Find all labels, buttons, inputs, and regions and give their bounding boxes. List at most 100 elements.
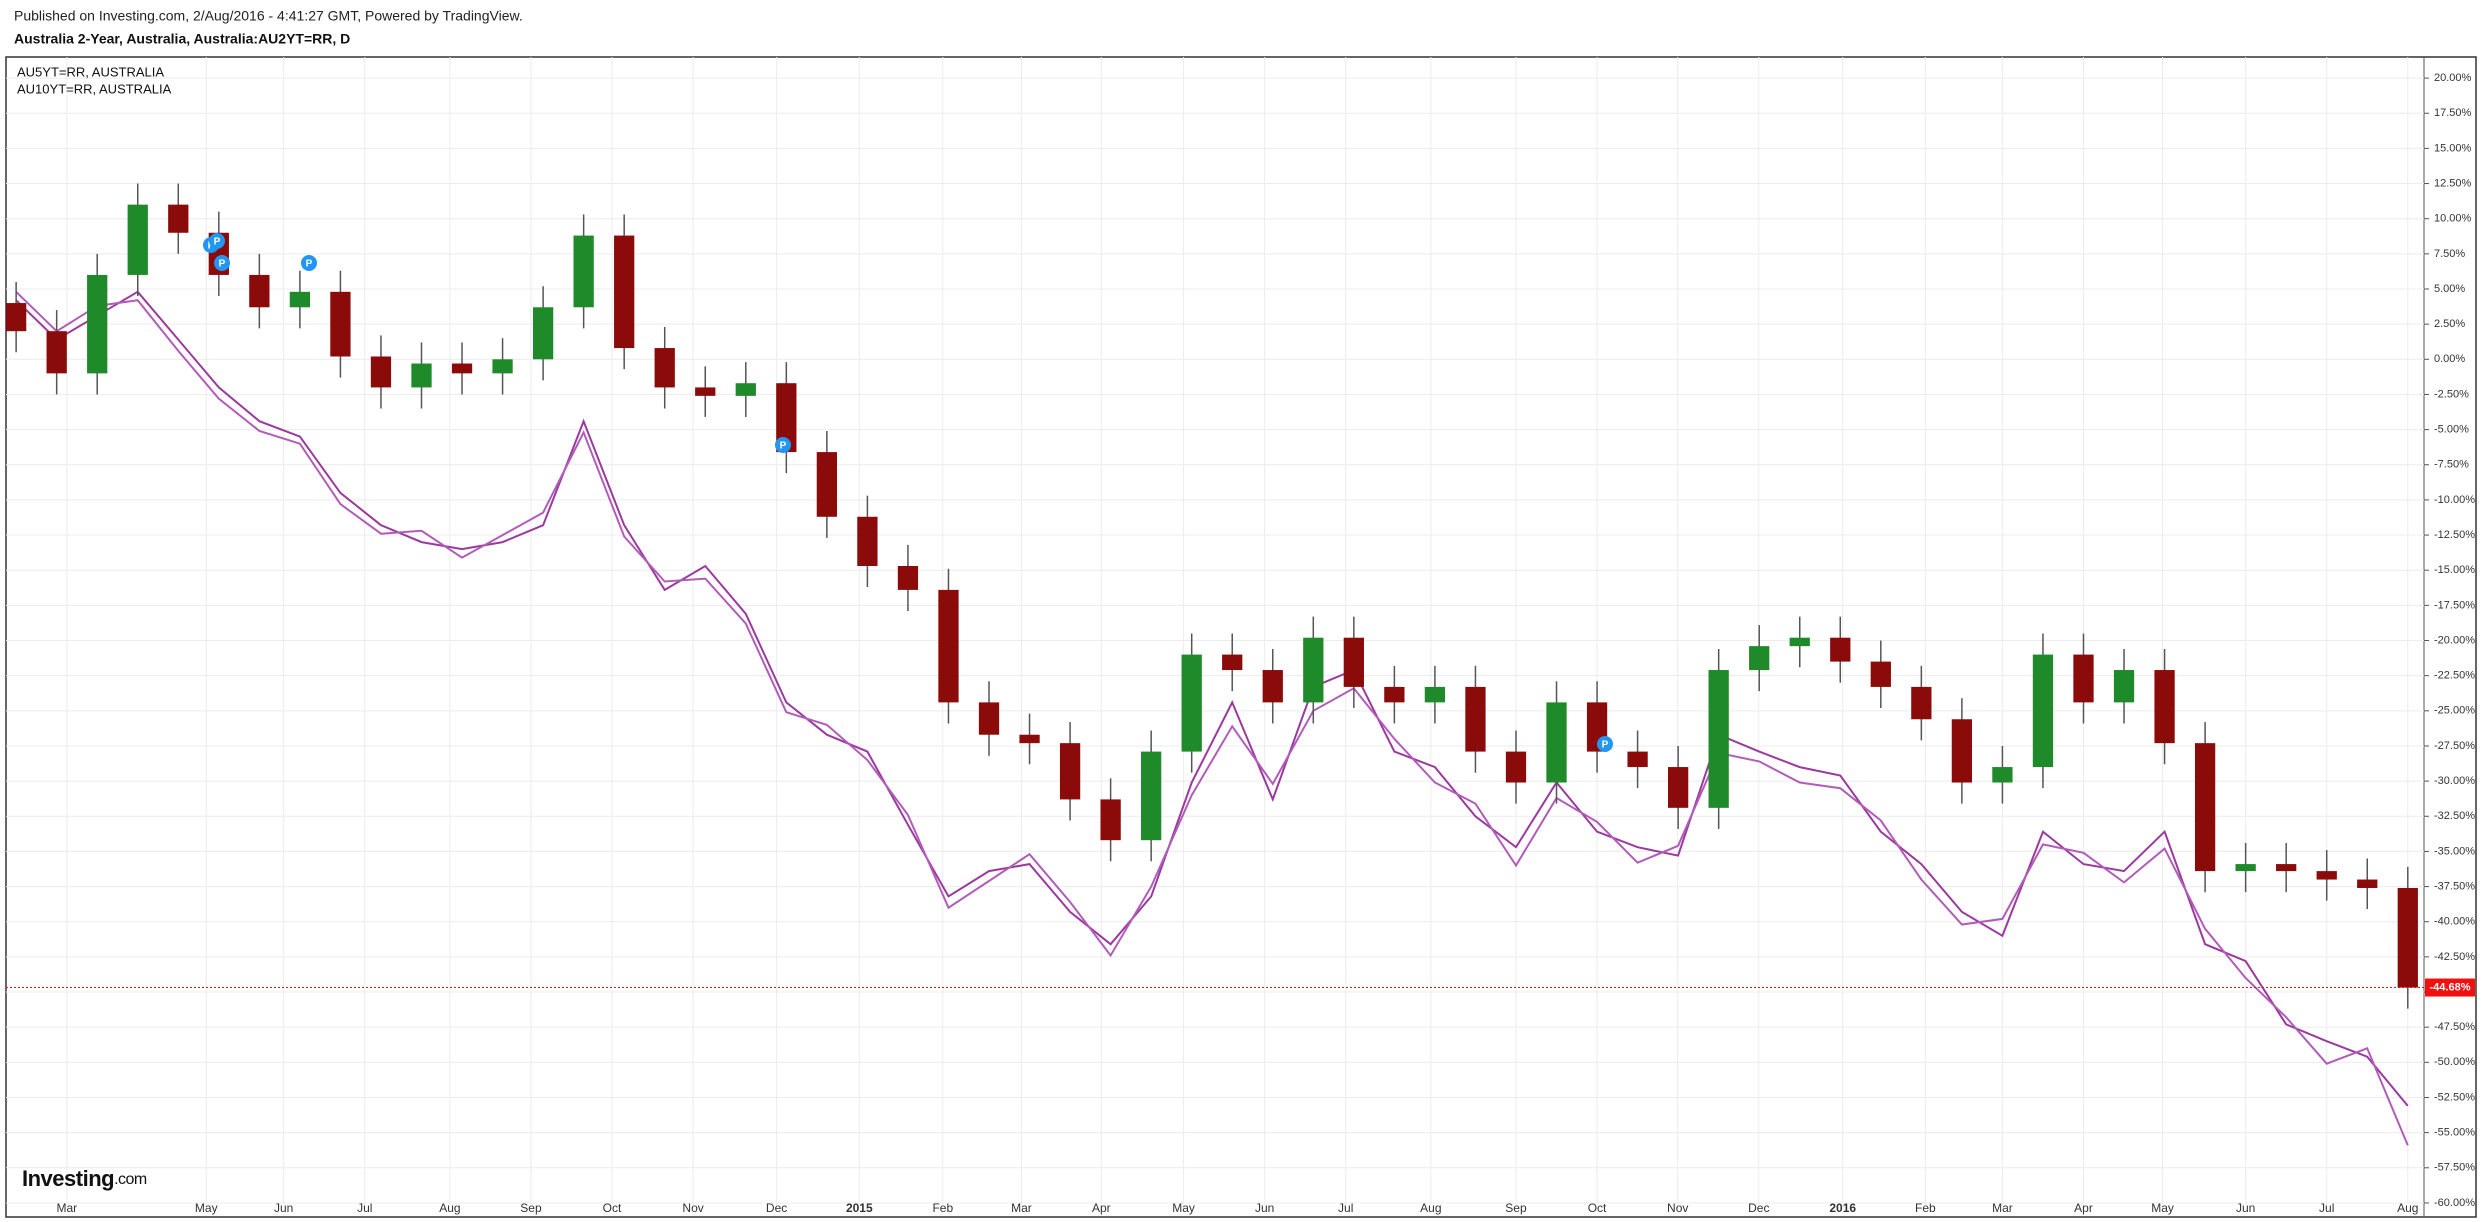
y-tick-label: -40.00% <box>2434 916 2475 928</box>
y-tick-label: -30.00% <box>2434 775 2475 787</box>
candle-body <box>1708 670 1729 808</box>
candle-body <box>127 204 148 275</box>
y-tick-label: -35.00% <box>2434 845 2475 857</box>
candle-body <box>1384 686 1405 703</box>
y-tick-label: -42.50% <box>2434 951 2475 963</box>
candle-body <box>532 307 554 360</box>
x-tick-label: Oct <box>603 1201 622 1215</box>
y-tick-label: -60.00% <box>2434 1197 2475 1209</box>
candle-body <box>1951 719 1973 783</box>
legend-entry: AU10YT=RR, AUSTRALIA <box>17 81 172 96</box>
candle-body <box>1627 751 1648 768</box>
candle-body <box>1262 670 1283 703</box>
y-tick-label: 10.00% <box>2434 213 2472 225</box>
x-tick-label: Nov <box>1667 1201 1688 1215</box>
event-marker <box>775 437 791 453</box>
candle-body <box>938 589 959 703</box>
candle-body <box>695 387 716 396</box>
candle-body <box>330 291 351 357</box>
candle-body <box>2397 887 2418 988</box>
candle-body <box>492 359 513 374</box>
x-tick-label: Aug <box>2397 1201 2418 1215</box>
x-tick-label: Jul <box>1338 1201 1353 1215</box>
event-marker <box>301 255 317 271</box>
candle-body <box>289 291 311 308</box>
event-marker <box>1597 736 1613 752</box>
y-tick-label: -20.00% <box>2434 634 2475 646</box>
candle-body <box>451 363 473 374</box>
candle-body <box>2073 654 2094 703</box>
y-tick-label: -27.50% <box>2434 740 2475 752</box>
logo-name: Investing <box>22 1166 114 1191</box>
candle-body <box>978 702 1000 735</box>
y-tick-label: -2.50% <box>2434 388 2469 400</box>
y-tick-label: 20.00% <box>2434 72 2472 84</box>
logo: Investing.com <box>22 1166 147 1191</box>
candle-body <box>2276 864 2297 872</box>
candle-body <box>1667 767 1689 808</box>
candle-body <box>573 235 594 308</box>
candle-body <box>168 204 189 233</box>
x-tick-label: Nov <box>682 1201 703 1215</box>
candle-body <box>776 383 797 453</box>
y-tick-label: 17.50% <box>2434 107 2472 119</box>
x-tick-label: Apr <box>2074 1201 2093 1215</box>
candle-body <box>654 348 675 388</box>
y-tick-label: 7.50% <box>2434 248 2465 260</box>
y-tick-label: -15.00% <box>2434 564 2475 576</box>
frame <box>5 56 2477 1218</box>
y-tick-label: 2.50% <box>2434 318 2465 330</box>
x-tick-label: 2015 <box>846 1201 873 1215</box>
x-tick-label: 2016 <box>1829 1201 1856 1215</box>
x-tick-label: Dec <box>766 1201 787 1215</box>
candle-body <box>1303 637 1324 703</box>
y-tick-label: 12.50% <box>2434 177 2472 189</box>
candle-body <box>2357 879 2378 888</box>
x-tick-label: Oct <box>1588 1201 1607 1215</box>
x-tick-label: Dec <box>1748 1201 1769 1215</box>
candle-body <box>1100 799 1121 841</box>
y-tick-label: 5.00% <box>2434 283 2465 295</box>
candle-body <box>2235 864 2256 872</box>
candle-body <box>2316 871 2337 880</box>
candle-body <box>1343 637 1364 687</box>
candle-body <box>1911 686 1932 720</box>
candle-body <box>1019 734 1040 744</box>
logo-suffix: .com <box>114 1171 147 1188</box>
event-marker-label: P <box>1602 740 1609 751</box>
y-tick-label: -12.50% <box>2434 529 2475 541</box>
last-price-label: -44.68% <box>2430 981 2471 993</box>
y-tick-label: -50.00% <box>2434 1056 2475 1068</box>
x-tick-label: Apr <box>1092 1201 1111 1215</box>
candle-body <box>1992 767 2013 783</box>
candle-body <box>1141 751 1162 841</box>
candle-body <box>411 363 432 388</box>
candle-body <box>897 565 919 590</box>
y-tick-label: -5.00% <box>2434 424 2469 436</box>
candle-body <box>1546 702 1567 783</box>
candle-body <box>2154 670 2175 744</box>
candle-body <box>1830 637 1851 662</box>
y-tick-label: -32.50% <box>2434 810 2475 822</box>
x-tick-label: Mar <box>56 1201 77 1215</box>
candle-body <box>2032 654 2054 768</box>
x-tick-label: Feb <box>932 1201 953 1215</box>
x-tick-label: Jul <box>357 1201 372 1215</box>
candle-body <box>1181 654 1202 752</box>
candle-body <box>1789 637 1810 647</box>
candle-body <box>1505 751 1527 783</box>
candle-body <box>46 331 67 374</box>
candle-body <box>816 452 837 517</box>
x-tick-label: May <box>1172 1201 1195 1215</box>
event-marker-label: P <box>219 259 226 270</box>
comparison-line <box>15 290 2409 1107</box>
x-tick-label: May <box>195 1201 218 1215</box>
y-tick-label: -17.50% <box>2434 599 2475 611</box>
event-marker <box>209 233 225 249</box>
y-tick-label: -25.00% <box>2434 705 2475 717</box>
event-marker <box>214 255 230 271</box>
y-tick-label: -22.50% <box>2434 670 2475 682</box>
candle-body <box>1749 646 1770 671</box>
x-tick-label: May <box>2151 1201 2174 1215</box>
